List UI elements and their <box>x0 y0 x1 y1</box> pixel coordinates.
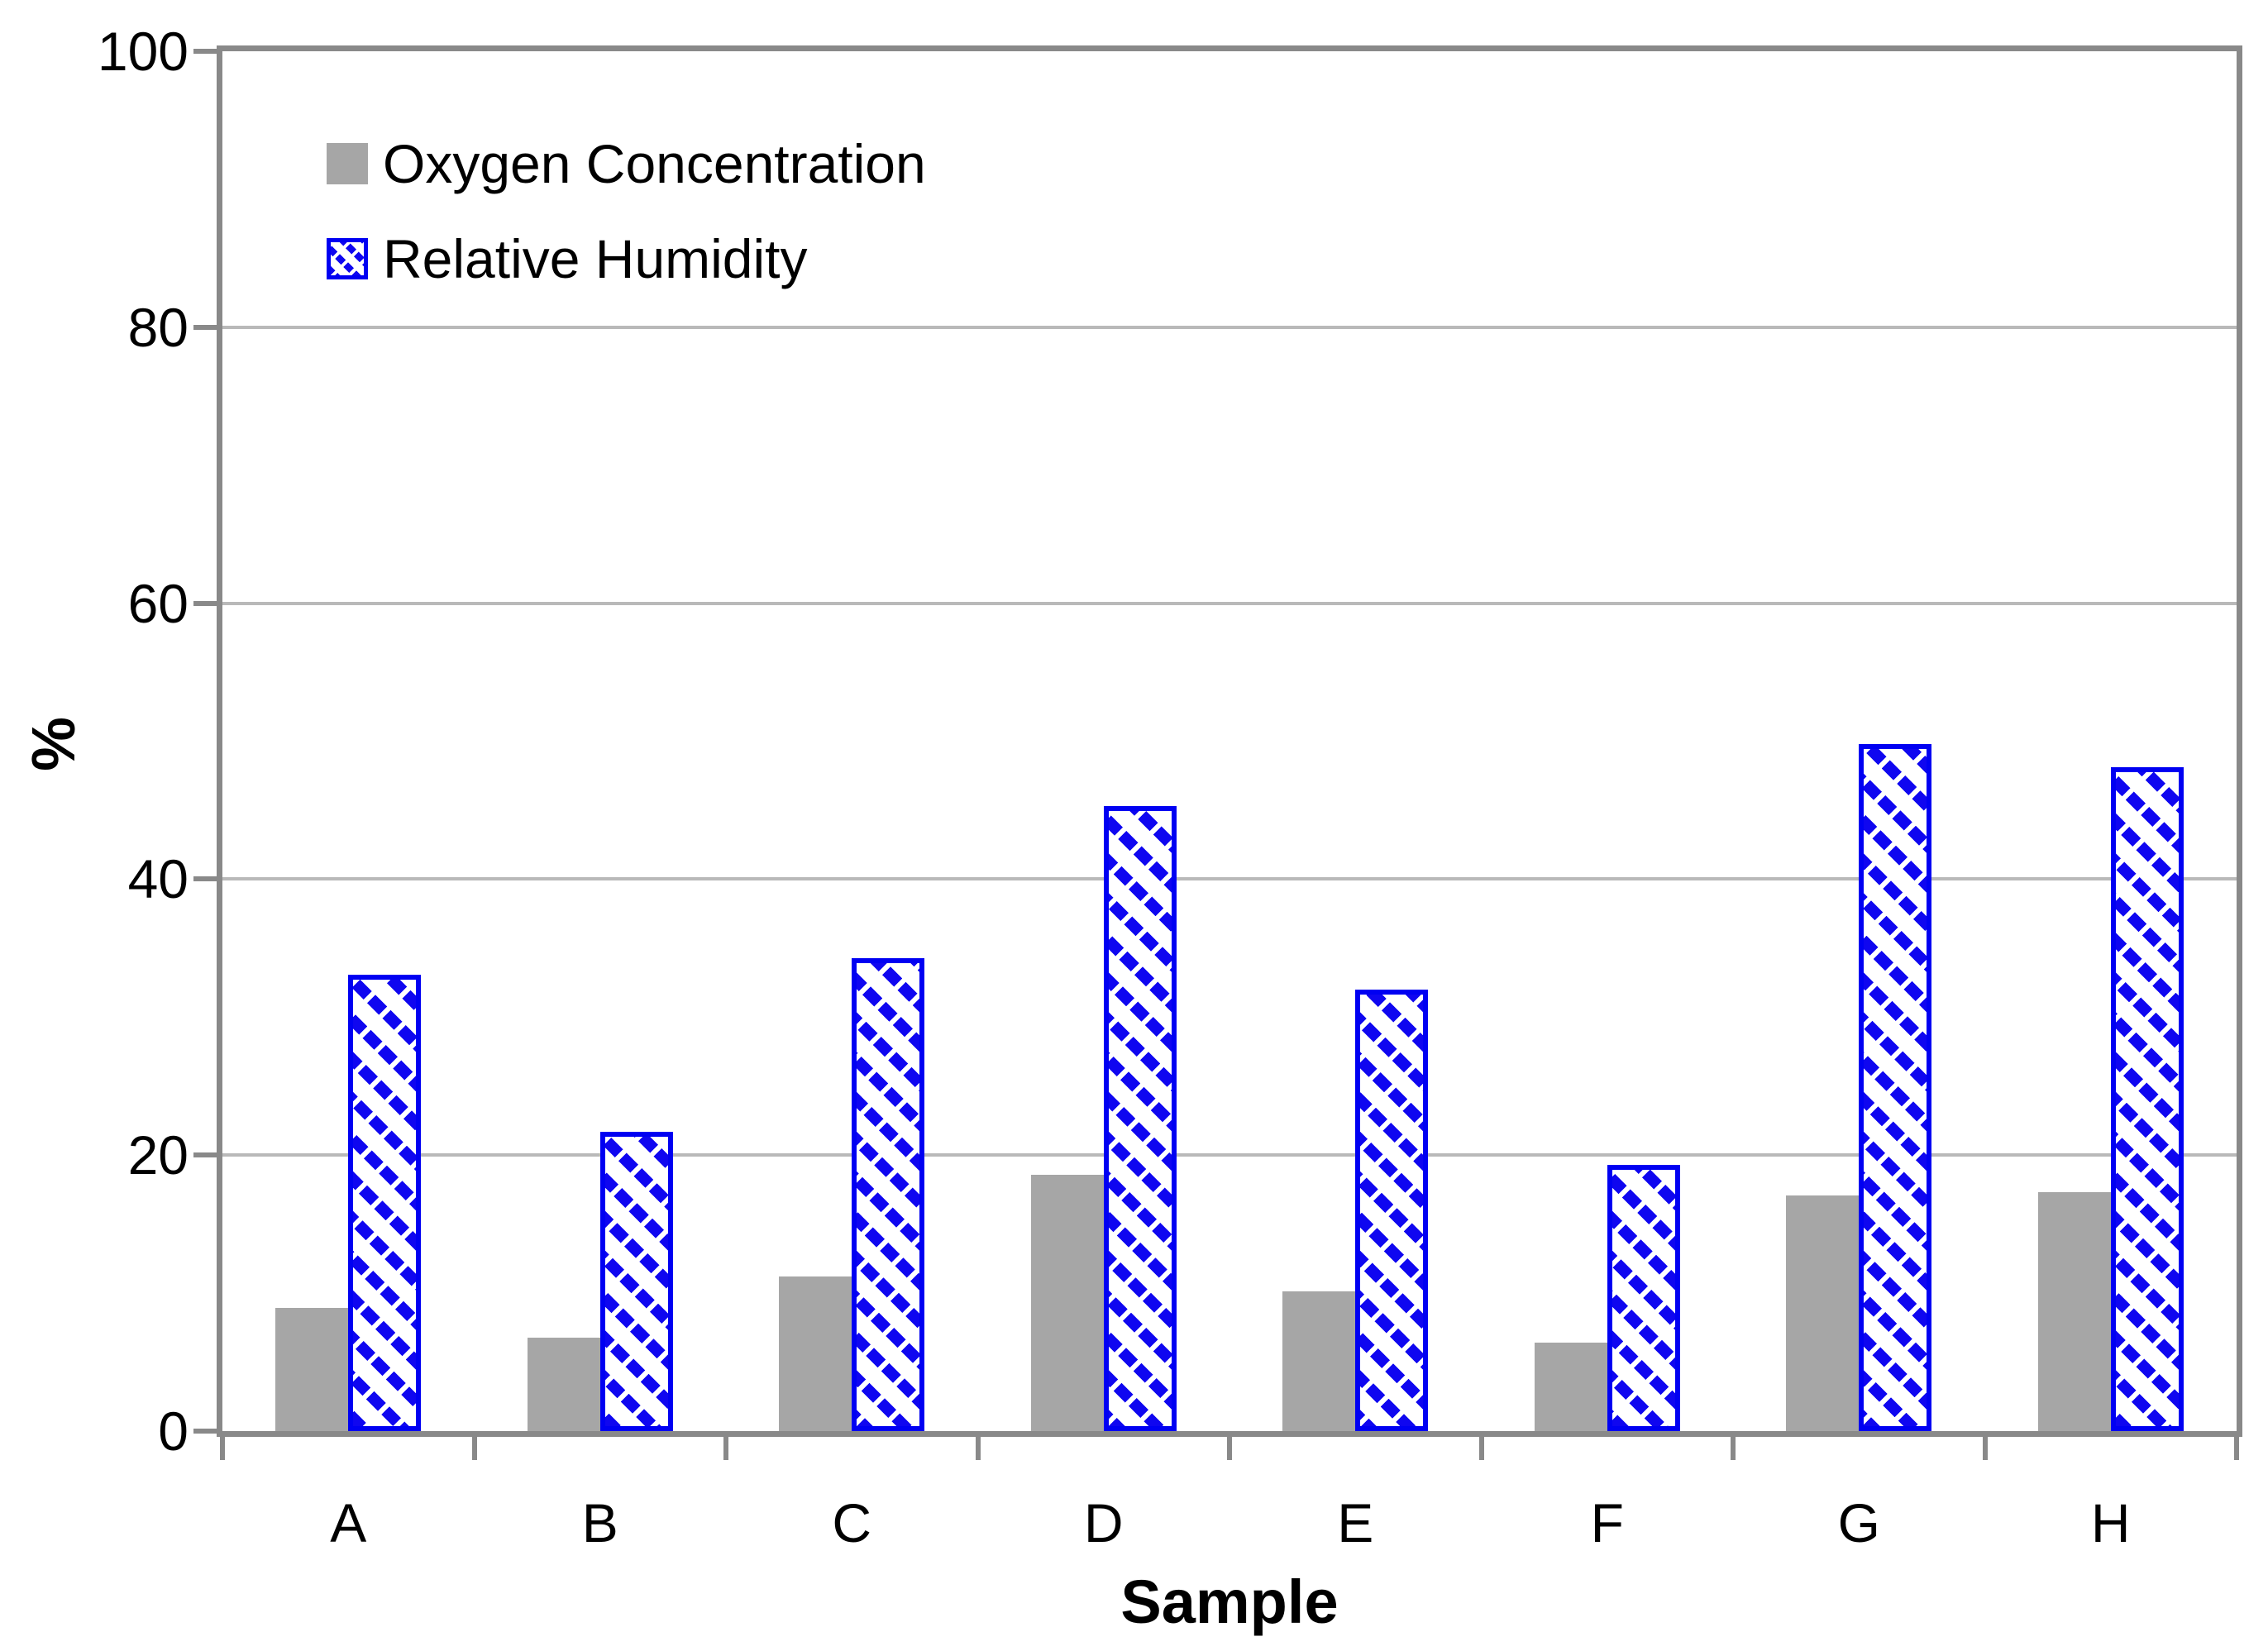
gridline-20 <box>222 1153 2237 1157</box>
bar-relative-humidity-A <box>348 974 422 1431</box>
legend-item-relative-humidity: Relative Humidity <box>327 231 926 286</box>
x-tick-7 <box>1982 1437 1988 1460</box>
bar-oxygen-concentration-E <box>1282 1291 1356 1431</box>
y-tick-40 <box>193 876 217 882</box>
y-tick-80 <box>193 324 217 330</box>
x-tick-5 <box>1478 1437 1484 1460</box>
bar-relative-humidity-G <box>1859 743 1932 1431</box>
gridline-40 <box>222 877 2237 881</box>
x-tick-6 <box>1731 1437 1736 1460</box>
y-tick-0 <box>193 1429 217 1434</box>
x-tick-label-H: H <box>2090 1492 2131 1553</box>
x-tick-label-C: C <box>832 1492 872 1553</box>
legend-item-oxygen-concentration: Oxygen Concentration <box>327 136 926 191</box>
legend-label-oxygen-concentration: Oxygen Concentration <box>383 133 926 194</box>
legend-swatch-oxygen-concentration <box>327 143 368 184</box>
gridline-60 <box>222 601 2237 605</box>
x-tick-3 <box>975 1437 981 1460</box>
bar-oxygen-concentration-H <box>2037 1192 2111 1431</box>
legend: Oxygen Concentration Relative Humidity <box>327 136 926 332</box>
bar-relative-humidity-E <box>1355 989 1429 1431</box>
bar-oxygen-concentration-D <box>1030 1174 1104 1431</box>
bar-relative-humidity-D <box>1103 805 1177 1431</box>
bar-relative-humidity-H <box>2110 767 2184 1431</box>
x-tick-2 <box>723 1437 728 1460</box>
y-axis-title: % <box>19 717 88 771</box>
x-tick-4 <box>1227 1437 1232 1460</box>
y-tick-100 <box>193 49 217 54</box>
gridline-80 <box>222 325 2237 329</box>
x-tick-label-E: E <box>1337 1492 1374 1553</box>
x-tick-label-A: A <box>330 1492 367 1553</box>
bar-oxygen-concentration-F <box>1534 1343 1607 1431</box>
y-tick-20 <box>193 1152 217 1158</box>
y-tick-label-100: 100 <box>97 21 189 82</box>
plot-area: Oxygen Concentration Relative Humidity <box>217 45 2242 1437</box>
x-tick-label-B: B <box>581 1492 618 1553</box>
x-tick-label-F: F <box>1590 1492 1624 1553</box>
y-tick-label-40: 40 <box>127 848 189 910</box>
y-tick-60 <box>193 600 217 606</box>
x-tick-0 <box>220 1437 225 1460</box>
y-tick-label-20: 20 <box>127 1124 189 1186</box>
bar-oxygen-concentration-B <box>527 1337 600 1431</box>
bar-relative-humidity-C <box>852 957 925 1431</box>
bar-oxygen-concentration-A <box>275 1308 349 1431</box>
x-tick-8 <box>2234 1437 2239 1460</box>
bar-oxygen-concentration-G <box>1786 1195 1860 1431</box>
y-tick-label-0: 0 <box>158 1400 189 1462</box>
x-axis-title: Sample <box>1120 1567 1339 1636</box>
legend-swatch-relative-humidity <box>327 238 368 279</box>
bar-relative-humidity-B <box>599 1131 673 1431</box>
x-tick-label-D: D <box>1083 1492 1124 1553</box>
y-tick-label-60: 60 <box>127 572 189 634</box>
legend-label-relative-humidity: Relative Humidity <box>383 228 808 289</box>
x-tick-label-G: G <box>1837 1492 1880 1553</box>
x-tick-1 <box>471 1437 477 1460</box>
y-tick-label-80: 80 <box>127 296 189 358</box>
bar-oxygen-concentration-C <box>779 1276 852 1431</box>
bar-relative-humidity-F <box>1607 1164 1680 1431</box>
